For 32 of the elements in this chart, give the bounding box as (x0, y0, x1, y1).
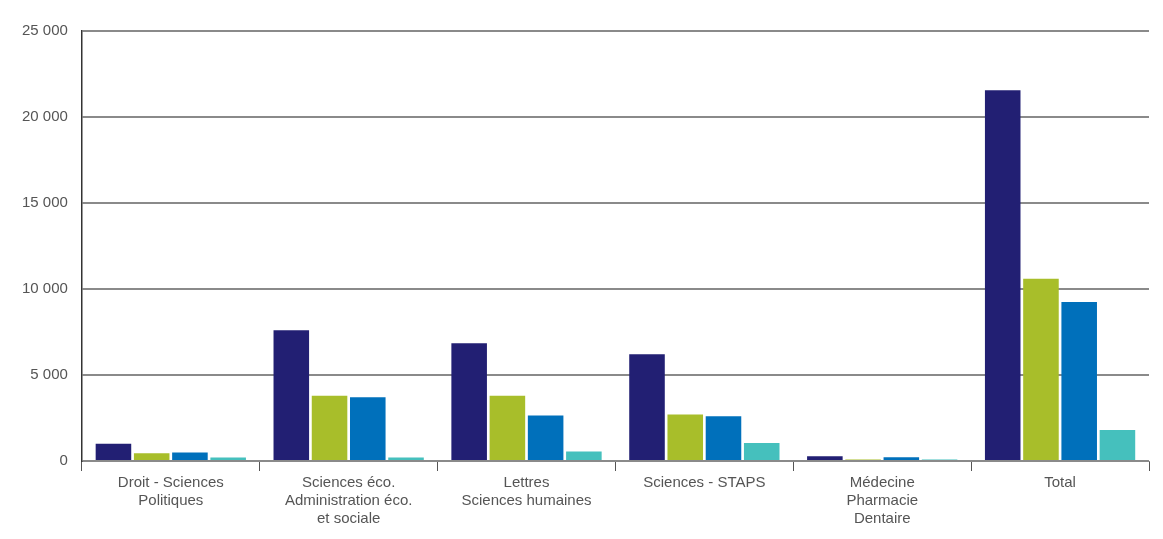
y-tick-label: 5 000 (30, 365, 68, 383)
bar (527, 415, 564, 460)
y-tick-label: 25 000 (21, 21, 68, 39)
bar (133, 453, 170, 460)
bar (807, 456, 843, 460)
bar (883, 457, 920, 460)
bar (629, 354, 665, 460)
bar (566, 451, 602, 460)
bar (489, 395, 526, 460)
bar (451, 343, 487, 460)
y-tick-label: 15 000 (21, 193, 68, 211)
bar (1061, 301, 1097, 460)
bar (350, 397, 386, 460)
bar (273, 330, 310, 460)
bar (172, 452, 208, 460)
y-tick-label: 10 000 (21, 279, 68, 297)
y-tick-label: 20 000 (21, 107, 68, 125)
x-tick-label: Lettres Sciences humaines (461, 473, 592, 509)
y-tick-label: 0 (59, 451, 68, 469)
x-tick-label: Sciences éco. Administration éco. et sociale (284, 473, 413, 527)
x-tick-label: Médecine Pharmacie Dentaire (846, 473, 919, 527)
bar (95, 443, 132, 460)
bar (311, 395, 348, 460)
bar (1023, 278, 1059, 460)
x-tick-label: Sciences - STAPS (643, 473, 766, 491)
bar (984, 90, 1021, 460)
x-tick-label: Total (1044, 473, 1076, 491)
x-tick-label: Droit - Sciences Politiques (117, 473, 224, 509)
bar (705, 416, 742, 460)
bar (667, 414, 704, 460)
bar (1099, 430, 1136, 460)
bar (743, 442, 780, 460)
